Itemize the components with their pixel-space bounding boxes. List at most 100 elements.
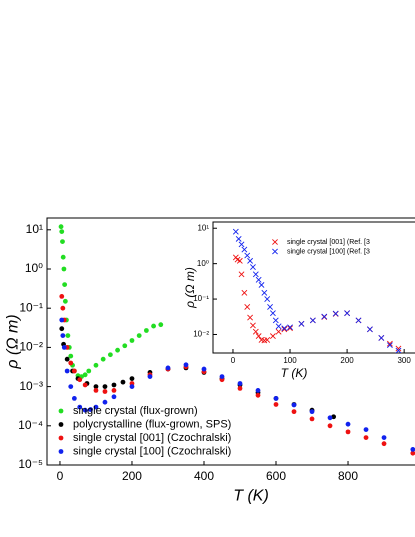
y-tick-label: 10⁻¹: [193, 294, 209, 303]
data-point: [158, 322, 164, 328]
data-point: [355, 317, 362, 324]
data-point: [275, 328, 282, 335]
data-point: [272, 317, 279, 324]
data-point: [120, 379, 126, 385]
data-point: [386, 342, 393, 349]
data-point: [381, 441, 387, 447]
x-tick-label: 400: [194, 469, 214, 483]
data-point: [77, 377, 83, 383]
data-point: [59, 317, 65, 323]
legend-label: single crystal [001] (Czochralski): [73, 432, 231, 444]
data-point: [247, 314, 254, 321]
data-point: [395, 347, 402, 353]
data-point: [363, 427, 369, 432]
legend-label: polycrystalline (flux-grown, SPS): [73, 418, 231, 430]
data-point: [255, 333, 262, 340]
data-point: [129, 338, 135, 343]
data-point: [100, 356, 106, 362]
data-point: [71, 368, 77, 374]
legend-marker: [58, 435, 64, 441]
plot-frame: [212, 221, 415, 354]
data-point: [291, 409, 297, 415]
data-point: [58, 224, 64, 230]
legend-label: single crystal (flux-grown): [73, 405, 198, 417]
data-point: [219, 374, 225, 379]
data-point: [88, 407, 93, 412]
x-tick-label: 100: [283, 356, 297, 365]
data-point: [247, 257, 254, 264]
legend-marker: [58, 408, 64, 414]
data-point: [255, 276, 262, 283]
plot: 0 200 400 600 800 10¹ 10⁰ 10⁻¹ 10⁻² 10⁻³ 10⁻⁴ 10⁻⁵ T…: [5, 217, 415, 504]
x-axis-label: T (K): [281, 366, 308, 380]
data-point: [111, 387, 117, 393]
data-point: [332, 310, 339, 317]
data-point: [238, 271, 245, 278]
plot: 0 100 200 300 10¹ 10⁰ 10⁻¹ 10⁻² T (K) ρ (Ω m) sing…: [183, 221, 415, 380]
data-point: [298, 320, 305, 327]
y-tick-label: 10⁻²: [19, 340, 43, 354]
data-point: [269, 310, 276, 317]
data-point: [381, 435, 387, 441]
data-point: [59, 293, 65, 299]
data-point: [237, 381, 243, 386]
x-tick-label: 0: [57, 469, 64, 483]
legend-label: single crystal [100] (Czochralski): [73, 445, 231, 457]
y-tick-label: 10⁻⁴: [18, 418, 43, 432]
plot-frame: [46, 217, 415, 466]
data-point: [321, 313, 328, 320]
data-point: [241, 289, 248, 296]
data-point: [77, 404, 83, 410]
data-point: [82, 382, 88, 388]
legend-marker: [58, 449, 64, 454]
data-point: [93, 362, 99, 368]
data-point: [258, 282, 265, 288]
data-point: [264, 296, 271, 302]
data-point: [102, 389, 108, 394]
data-point: [331, 414, 337, 420]
data-point: [261, 289, 268, 296]
data-point: [60, 254, 66, 260]
data-point: [244, 252, 251, 259]
data-point: [93, 404, 99, 410]
data-points: [232, 228, 402, 353]
data-point: [236, 257, 243, 264]
data-point: [287, 324, 293, 331]
data-point: [129, 384, 135, 390]
x-tick-label: 600: [266, 469, 286, 483]
data-point: [327, 415, 333, 421]
data-point: [111, 382, 117, 388]
legend-label: single crystal [001] (Ref. [3: [287, 239, 370, 246]
data-point: [71, 396, 77, 401]
data-point: [241, 246, 248, 253]
x-tick-label: 300: [397, 356, 411, 365]
data-point: [122, 343, 128, 349]
y-tick-label: 10⁻⁵: [18, 457, 43, 471]
data-point: [250, 264, 256, 271]
data-point: [273, 402, 279, 407]
data-point: [255, 387, 261, 393]
data-point: [386, 340, 393, 347]
data-point: [267, 304, 273, 310]
x-axis-label: T (K): [233, 487, 269, 504]
data-point: [238, 241, 245, 248]
data-point: [60, 305, 66, 311]
data-point: [65, 333, 71, 338]
data-point: [115, 347, 120, 353]
data-point: [102, 384, 108, 390]
y-tick-label: 10⁻¹: [19, 300, 43, 314]
data-point: [410, 447, 415, 452]
data-point: [410, 450, 415, 456]
data-point: [93, 384, 99, 390]
data-point: [59, 326, 65, 332]
data-point: [250, 322, 256, 329]
y-tick-label: 10⁻²: [193, 330, 209, 339]
data-point: [264, 337, 271, 343]
data-point: [237, 385, 243, 391]
data-point: [367, 326, 373, 333]
data-point: [62, 282, 68, 287]
data-point: [82, 372, 88, 378]
data-point: [64, 368, 70, 374]
data-point: [378, 334, 385, 341]
